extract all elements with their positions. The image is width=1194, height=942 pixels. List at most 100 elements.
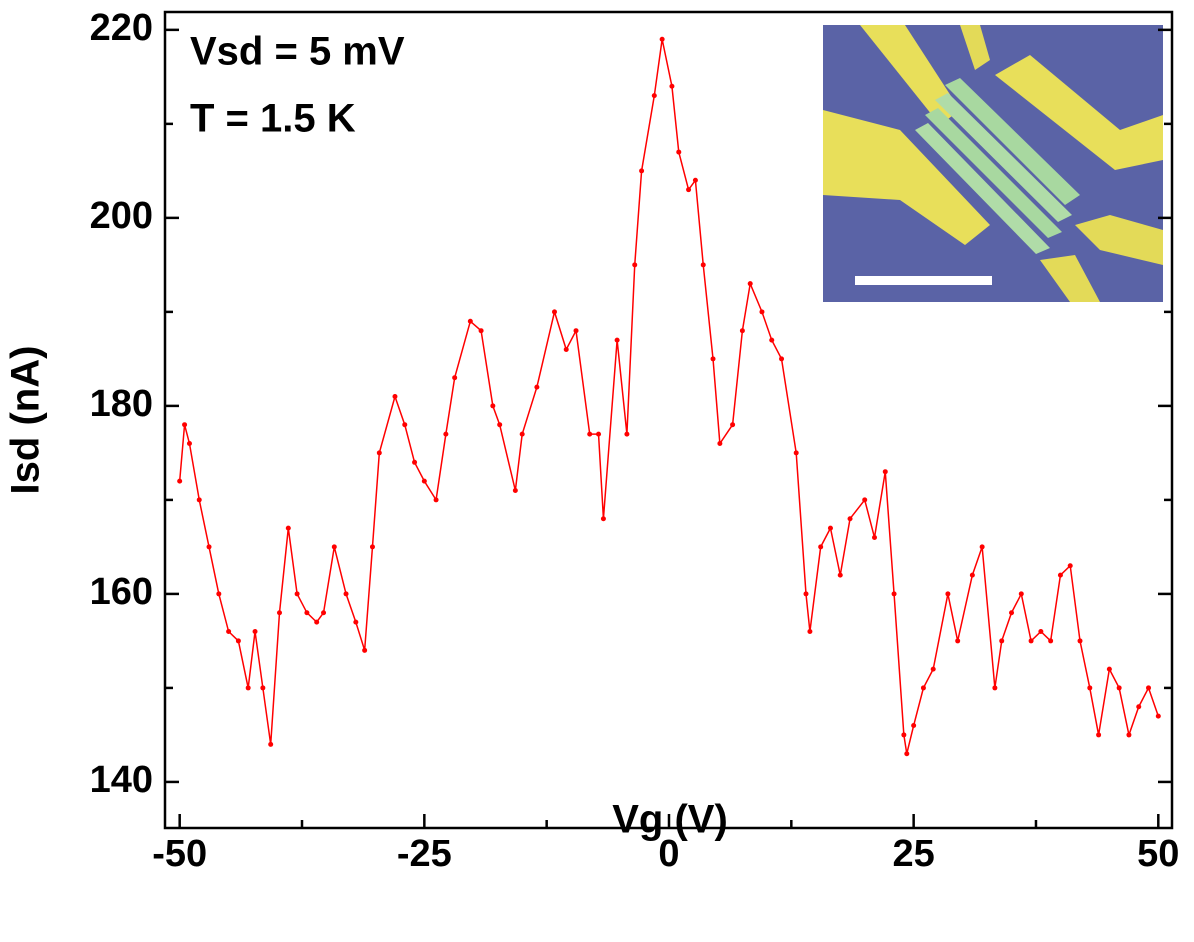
data-point xyxy=(478,328,484,334)
data-point xyxy=(920,685,926,691)
data-point xyxy=(639,168,645,174)
data-point xyxy=(624,431,630,437)
data-point xyxy=(186,441,192,447)
data-point xyxy=(759,309,765,315)
data-point xyxy=(700,262,706,268)
data-point xyxy=(331,544,337,550)
data-point xyxy=(276,610,282,616)
data-point xyxy=(235,638,241,644)
y-tick-label: 140 xyxy=(90,759,153,801)
data-point xyxy=(252,629,258,635)
data-point xyxy=(294,591,300,597)
data-point xyxy=(321,610,327,616)
data-point xyxy=(945,591,951,597)
data-point xyxy=(1018,591,1024,597)
data-point xyxy=(196,497,202,503)
data-point xyxy=(182,422,188,428)
data-point xyxy=(803,591,809,597)
data-point xyxy=(730,422,736,428)
data-point xyxy=(452,375,458,381)
data-point xyxy=(739,328,745,334)
x-tick-label: -50 xyxy=(152,833,207,875)
data-point xyxy=(1038,629,1044,635)
data-point xyxy=(376,450,382,456)
x-tick-label: 0 xyxy=(658,833,679,875)
annotation: Vsd = 5 mV xyxy=(190,30,405,74)
data-point xyxy=(1096,732,1102,738)
data-point xyxy=(717,441,723,447)
data-point xyxy=(573,328,579,334)
data-point xyxy=(392,393,398,399)
data-point xyxy=(260,685,266,691)
data-point xyxy=(534,384,540,390)
data-point xyxy=(226,629,232,635)
data-point xyxy=(692,177,698,183)
data-point xyxy=(632,262,638,268)
data-point xyxy=(779,356,785,362)
y-tick-label: 200 xyxy=(90,195,153,237)
data-point xyxy=(1126,732,1132,738)
data-point xyxy=(551,309,557,315)
data-point xyxy=(369,544,375,550)
data-point xyxy=(596,431,602,437)
data-point xyxy=(443,431,449,437)
y-tick-label: 180 xyxy=(90,383,153,425)
data-point xyxy=(467,318,473,324)
data-point xyxy=(216,591,222,597)
data-point xyxy=(979,544,985,550)
data-point xyxy=(659,36,665,42)
data-point xyxy=(992,685,998,691)
data-point xyxy=(421,478,427,484)
data-point xyxy=(769,337,775,343)
data-point xyxy=(747,281,753,287)
data-point xyxy=(955,638,961,644)
data-point xyxy=(911,723,917,729)
y-tick-label: 220 xyxy=(90,7,153,49)
data-point xyxy=(882,469,888,475)
data-point xyxy=(862,497,868,503)
data-point xyxy=(837,572,843,578)
data-point xyxy=(1077,638,1083,644)
data-point xyxy=(268,741,274,747)
data-point xyxy=(412,459,418,465)
data-point xyxy=(1028,638,1034,644)
data-point xyxy=(847,516,853,522)
data-point xyxy=(563,346,569,352)
data-point xyxy=(497,422,503,428)
data-point xyxy=(827,525,833,531)
data-point xyxy=(901,732,907,738)
data-point xyxy=(710,356,716,362)
data-point xyxy=(285,525,291,531)
data-point xyxy=(600,516,606,522)
data-point xyxy=(304,610,310,616)
data-point xyxy=(353,619,359,625)
data-point xyxy=(1067,563,1073,569)
data-point xyxy=(793,450,799,456)
data-point xyxy=(362,647,368,653)
data-point xyxy=(651,93,657,99)
data-point xyxy=(891,591,897,597)
data-point xyxy=(1009,610,1015,616)
y-axis-label: Isd (nA) xyxy=(4,346,48,495)
data-point xyxy=(314,619,320,625)
data-point xyxy=(676,149,682,155)
y-tick-label: 160 xyxy=(90,571,153,613)
data-point xyxy=(686,187,692,193)
data-point xyxy=(402,422,408,428)
data-point xyxy=(999,638,1005,644)
data-point xyxy=(177,478,183,484)
data-point xyxy=(343,591,349,597)
data-point xyxy=(1048,638,1054,644)
data-point xyxy=(669,83,675,89)
data-point xyxy=(871,535,877,541)
data-point xyxy=(1146,685,1152,691)
data-point xyxy=(1136,704,1142,710)
data-point xyxy=(614,337,620,343)
data-point xyxy=(245,685,251,691)
data-point xyxy=(587,431,593,437)
data-point xyxy=(818,544,824,550)
data-point xyxy=(519,431,525,437)
data-point xyxy=(206,544,212,550)
